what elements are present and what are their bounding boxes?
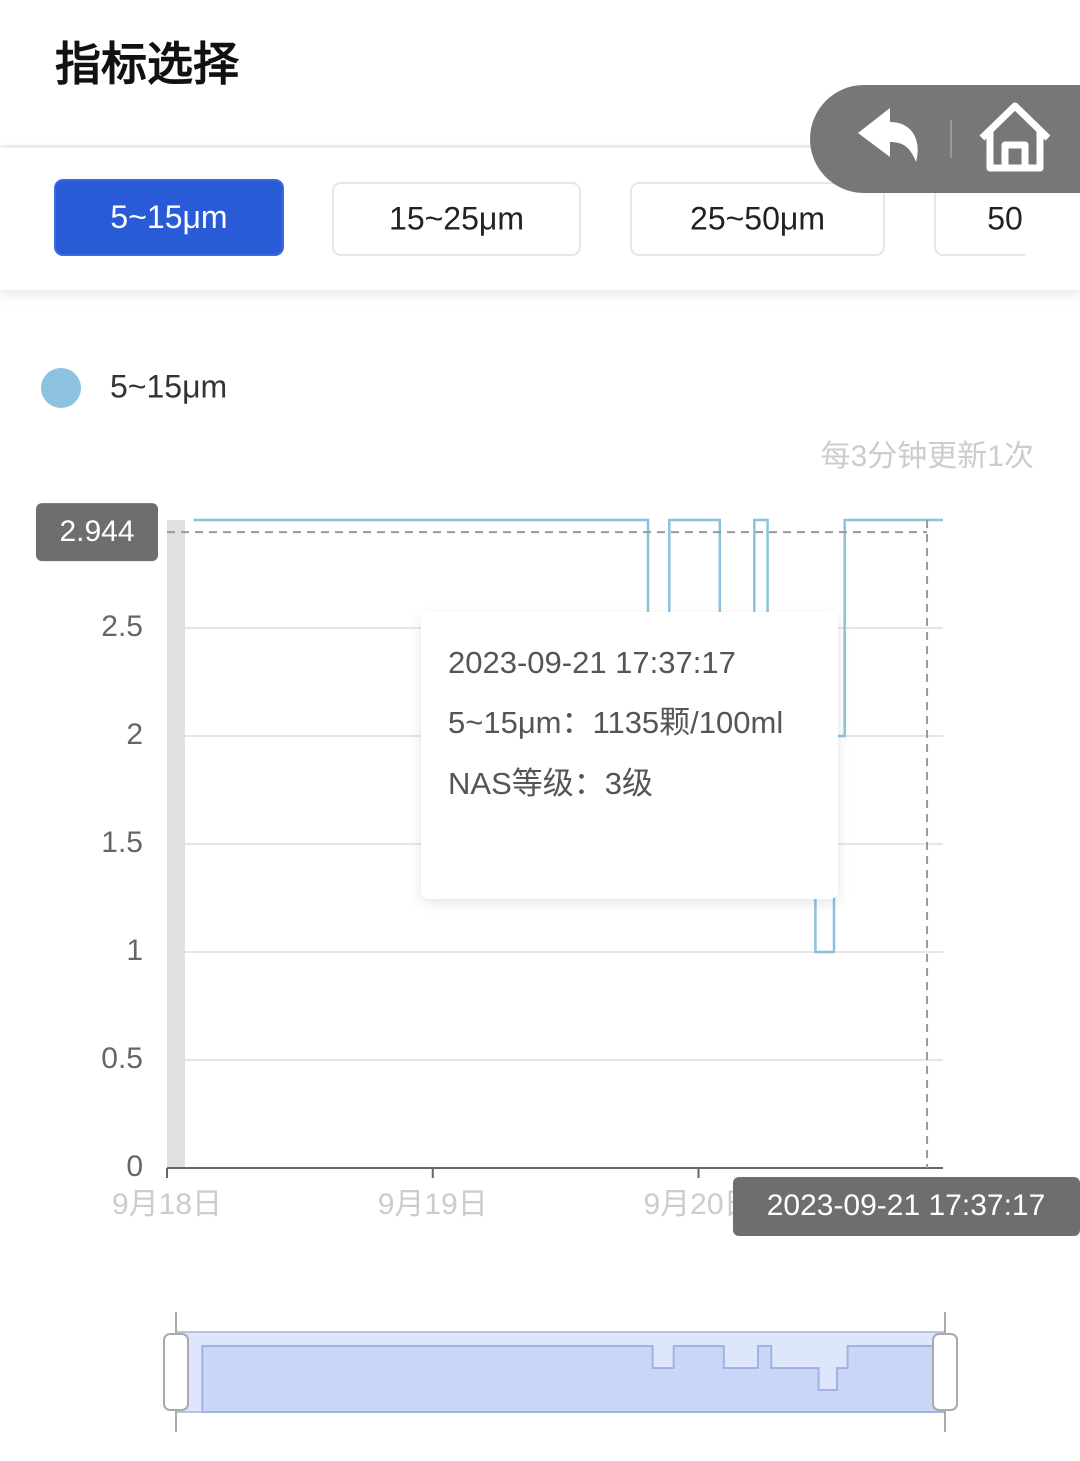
tab[interactable] <box>934 182 1080 256</box>
tab-label[interactable]: 50 <box>987 200 1023 236</box>
nav-pill <box>810 85 1080 193</box>
y-tick-label: 0.5 <box>101 1042 143 1075</box>
y-tick-label: 1 <box>126 934 143 967</box>
y-tick-label: 0 <box>126 1150 143 1183</box>
zoom-edge-shade <box>167 520 185 1168</box>
tooltip-line: NAS等级：3级 <box>448 766 653 801</box>
legend-marker <box>41 368 81 408</box>
pointer-x-label-bg <box>733 1177 1080 1236</box>
home-icon[interactable] <box>979 102 1051 172</box>
zoom-handle[interactable] <box>163 1333 189 1411</box>
legend-label: 5~15μm <box>110 368 227 404</box>
zoom-series-area <box>201 1345 946 1413</box>
tab-list: 5~15μm 15~25μm 25~50μm 50 <box>54 179 1080 256</box>
x-tick-label: 9月19日 <box>378 1188 488 1221</box>
tooltip-line: 5~15μm：1135颗/100ml <box>448 705 783 740</box>
update-note: 每3分钟更新1次 <box>821 440 1034 473</box>
pointer-y-label-bg <box>36 503 158 562</box>
page-title: 指标选择 <box>55 38 240 90</box>
tab[interactable] <box>332 182 581 256</box>
tab-label[interactable]: 5~15μm <box>110 199 227 235</box>
y-tick-label: 1.5 <box>101 826 143 859</box>
zoom-handle[interactable] <box>932 1333 958 1411</box>
tooltip-title: 2023-09-21 17:37:17 <box>448 645 736 680</box>
tab[interactable] <box>630 182 885 256</box>
tab[interactable] <box>54 179 284 256</box>
tab-label[interactable]: 25~50μm <box>690 200 825 236</box>
pointer-x-label: 2023-09-21 17:37:17 <box>767 1189 1046 1222</box>
y-tick-label: 2.5 <box>101 610 143 643</box>
y-tick-label: 2 <box>126 718 143 751</box>
back-icon[interactable] <box>858 108 918 162</box>
tab-label[interactable]: 15~25μm <box>389 200 524 236</box>
pointer-y-label: 2.944 <box>59 515 134 548</box>
tooltip-bg <box>421 612 838 899</box>
x-tick-label: 9月18日 <box>112 1188 222 1221</box>
